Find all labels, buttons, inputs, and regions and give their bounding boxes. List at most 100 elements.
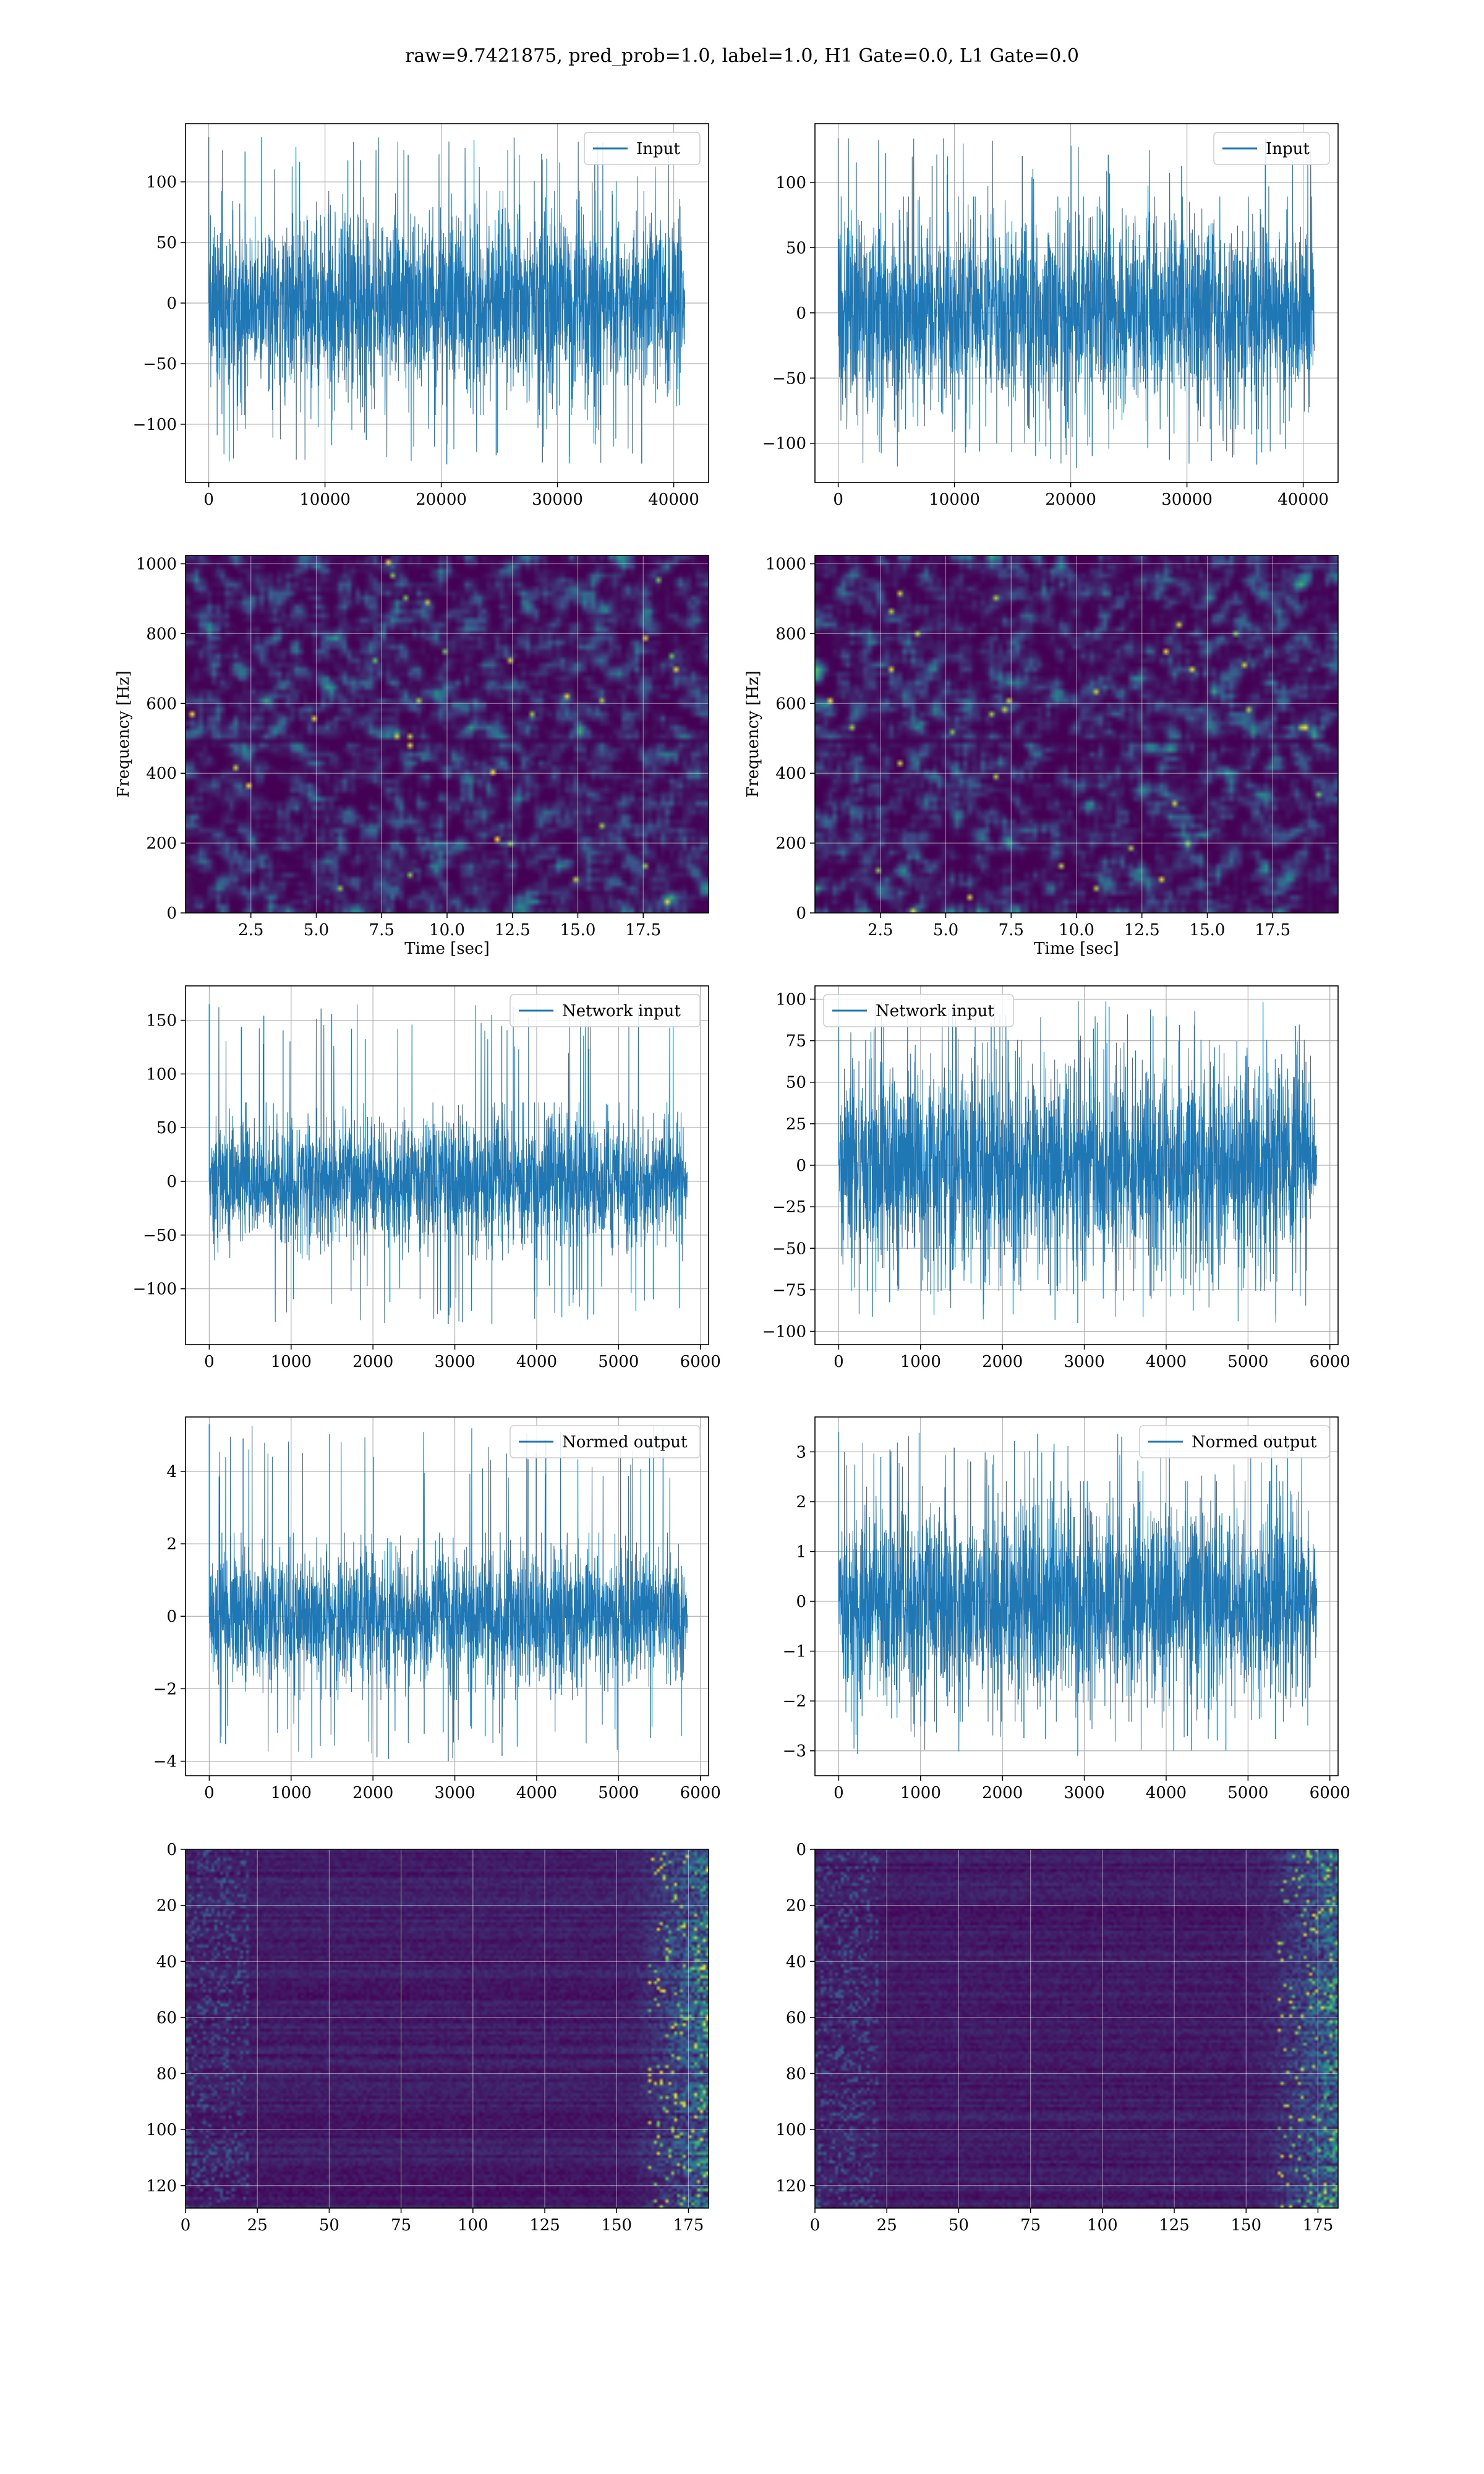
x-tick-label: 0 — [833, 490, 843, 509]
x-tick-label: 0 — [204, 1784, 215, 1802]
x-tick-label: 25 — [877, 2216, 897, 2235]
x-tick-label: 5.0 — [933, 921, 958, 940]
y-tick-label: −2 — [783, 1692, 806, 1711]
x-tick-label: 30000 — [532, 490, 583, 509]
subplot-r1c0: 2.5 5.0 7.5 10.0 12.5 15.0 17.5 0 200 400 600 800 10… — [114, 555, 709, 958]
x-tick-label: 5000 — [1227, 1353, 1268, 1371]
y-tick-label: 800 — [775, 625, 806, 643]
grid-lines — [815, 1849, 1338, 2208]
x-tick-label: 5000 — [598, 1353, 639, 1371]
x-tick-label: 1000 — [900, 1353, 941, 1371]
y-tick-label: −3 — [783, 1742, 806, 1761]
x-tick-label: 100 — [458, 2216, 488, 2235]
x-tick-label: 3000 — [1064, 1353, 1104, 1371]
legend: Input — [584, 132, 701, 165]
y-tick-label: 400 — [775, 764, 806, 783]
y-tick-label: 40 — [786, 1953, 806, 1971]
series-line-group — [837, 138, 1315, 468]
heatmap-image — [815, 555, 1338, 913]
x-axis-label: Time [sec] — [1034, 940, 1119, 958]
y-tick-label: 25 — [786, 1115, 806, 1134]
heatmap-image — [186, 555, 709, 913]
legend: Input — [1213, 132, 1330, 165]
x-tick-label: 4000 — [516, 1353, 557, 1371]
y-tick-label: 60 — [156, 2009, 177, 2027]
series-line — [208, 1004, 688, 1324]
x-tick-label: 20000 — [1045, 490, 1096, 509]
y-tick-label: 100 — [146, 2121, 177, 2139]
x-tick-label: 4000 — [516, 1784, 557, 1802]
x-tick-label: 12.5 — [1124, 921, 1160, 940]
series-line — [838, 1432, 1318, 1754]
y-tick-label: 1000 — [136, 555, 177, 574]
y-tick-label: 0 — [796, 304, 806, 323]
x-tick-label: 1000 — [271, 1353, 312, 1371]
x-tick-label: 75 — [391, 2216, 411, 2235]
legend: Normed output — [510, 1425, 701, 1458]
subplot-r3c1: Normed output 0 1000 2000 3000 4000 5000 6000 −3… — [783, 1416, 1350, 1802]
legend-label: Network input — [876, 1002, 994, 1021]
y-tick-label: 40 — [156, 1953, 177, 1971]
x-tick-label: 7.5 — [999, 921, 1024, 940]
x-tick-label: 2000 — [982, 1353, 1023, 1371]
legend-frame — [823, 994, 1014, 1027]
axes-frame — [185, 1849, 709, 2209]
y-axis-label: Frequency [Hz] — [114, 670, 133, 798]
y-tick-label: 50 — [156, 234, 177, 252]
y-tick-label: −25 — [772, 1198, 806, 1217]
x-tick-label: 6000 — [1310, 1353, 1350, 1371]
subplot-r3c0: Normed output 0 1000 2000 3000 4000 5000 6000 −4… — [153, 1416, 721, 1802]
y-tick-label: 200 — [775, 834, 806, 853]
y-tick-label: 0 — [166, 294, 177, 313]
x-tick-label: 0 — [203, 490, 214, 509]
x-tick-label: 40000 — [648, 490, 699, 509]
x-tick-label: 30000 — [1161, 490, 1213, 509]
x-tick-label: 2.5 — [868, 921, 893, 940]
heatmap-image — [815, 1849, 1338, 2208]
legend: Normed output — [1139, 1425, 1330, 1458]
y-tick-label: 100 — [775, 2121, 806, 2139]
y-tick-label: 100 — [775, 990, 806, 1009]
x-tick-label: 20000 — [416, 490, 467, 509]
x-tick-label: 3000 — [434, 1784, 475, 1802]
y-tick-label: 0 — [796, 1841, 806, 1859]
x-tick-label: 6000 — [680, 1784, 721, 1802]
x-tick-label: 2000 — [352, 1784, 393, 1802]
axes-frame — [185, 1416, 709, 1776]
grid-lines — [186, 1849, 709, 2208]
x-tick-label: 3000 — [434, 1353, 475, 1371]
x-tick-label: 5000 — [1227, 1784, 1268, 1802]
axes-frame — [814, 123, 1339, 483]
y-tick-label: 100 — [146, 1065, 177, 1084]
heatmap-image — [186, 1849, 709, 2208]
x-axis-label: Time [sec] — [404, 940, 490, 958]
y-tick-label: 4 — [166, 1463, 177, 1481]
y-tick-label: 600 — [775, 695, 806, 713]
x-tick-label: 2.5 — [238, 921, 263, 940]
y-tick-label: 100 — [775, 174, 806, 192]
y-tick-label: −75 — [772, 1281, 806, 1299]
x-tick-label: 6000 — [680, 1353, 721, 1371]
series-line — [208, 1424, 688, 1759]
axes-frame — [814, 1416, 1339, 1776]
y-tick-label: −2 — [153, 1680, 177, 1698]
x-tick-label: 40000 — [1277, 490, 1329, 509]
x-tick-label: 10.0 — [429, 921, 465, 940]
x-tick-label: 5000 — [598, 1784, 639, 1802]
subplot-r0c0: Input 0 10000 20000 30000 40000 −100 −50 0 50 100 — [133, 123, 709, 509]
legend: Network input — [510, 994, 701, 1027]
y-tick-label: −100 — [762, 435, 806, 453]
x-tick-label: 17.5 — [1255, 921, 1290, 940]
y-tick-label: −50 — [772, 1239, 806, 1258]
y-tick-label: 60 — [786, 2009, 806, 2027]
x-tick-label: 2000 — [352, 1353, 393, 1371]
y-tick-label: 800 — [146, 625, 177, 643]
legend-frame — [510, 994, 701, 1027]
subplot-r0c1: Input 0 10000 20000 30000 40000 −100 −50 0 50 100 — [762, 123, 1339, 509]
figure-title: raw=9.7421875, pred_prob=1.0, label=1.0,… — [405, 45, 1079, 67]
x-tick-label: 0 — [204, 1353, 215, 1371]
axes-frame — [814, 1849, 1339, 2209]
x-tick-label: 50 — [319, 2216, 339, 2235]
